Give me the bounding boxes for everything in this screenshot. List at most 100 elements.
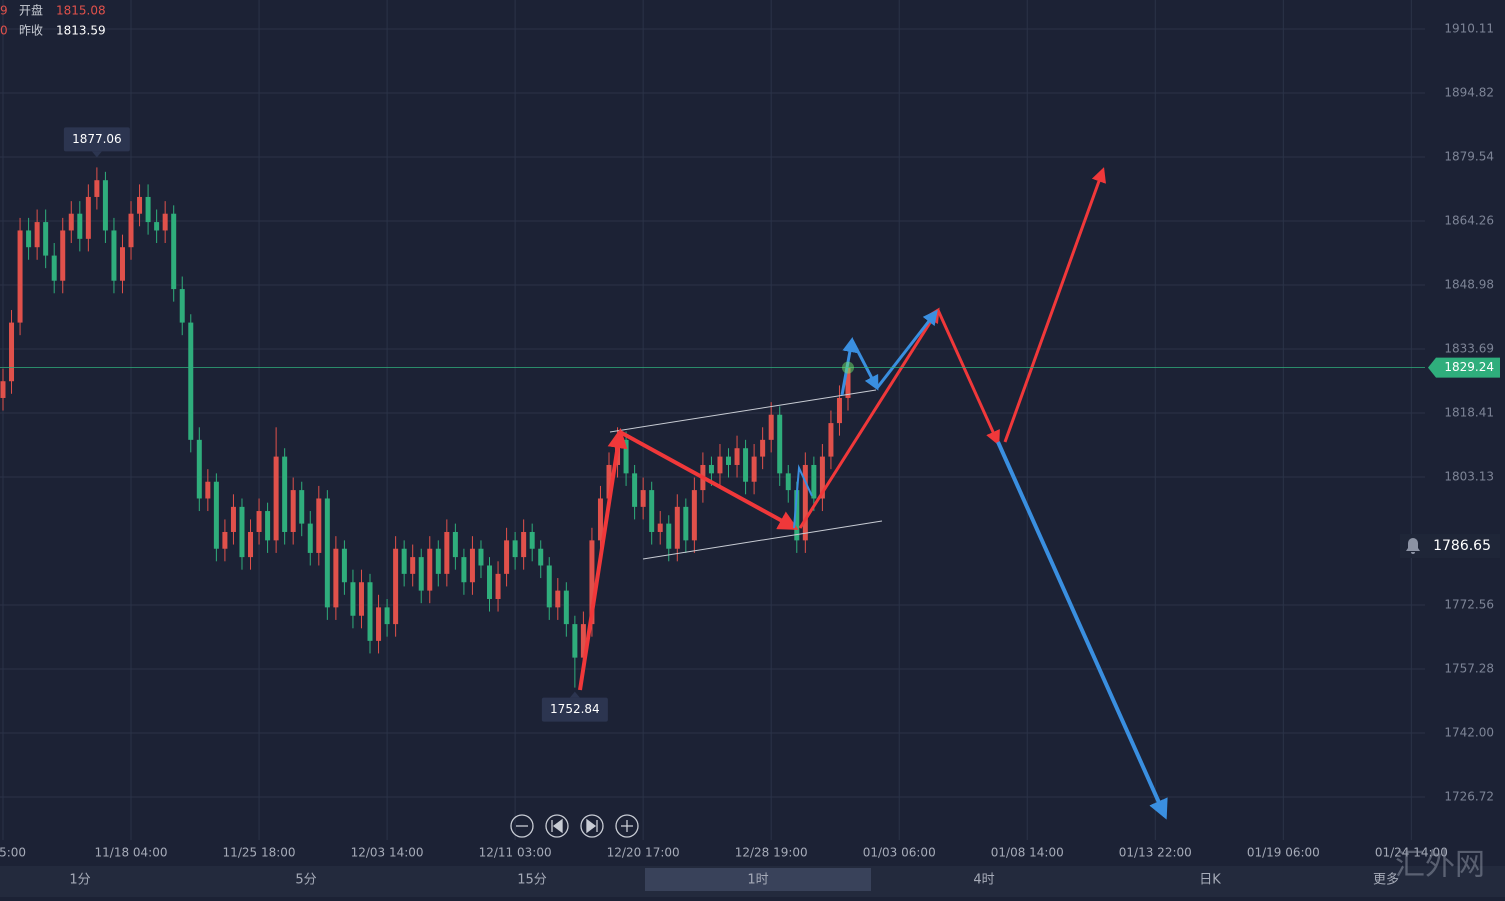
candle-body	[102, 180, 108, 231]
candle-body	[580, 624, 586, 658]
candle-body	[563, 590, 569, 625]
arrow	[619, 430, 799, 530]
candle-body	[410, 557, 416, 574]
x-tick-label: 01/19 06:00	[1247, 846, 1320, 860]
candle-body	[657, 523, 663, 532]
arrow	[1003, 167, 1106, 443]
zoom-in[interactable]	[615, 814, 639, 838]
y-tick-label: 1848.98	[1444, 277, 1494, 291]
candle-body	[811, 464, 817, 499]
y-tick-label: 1818.41	[1444, 406, 1494, 420]
candle-body	[324, 498, 330, 608]
candle-body	[751, 456, 757, 482]
candle-body	[401, 548, 407, 574]
candle-body	[145, 196, 151, 223]
info-name: 开盘	[19, 3, 43, 18]
candle-body	[418, 557, 424, 591]
candle-body	[674, 506, 680, 549]
candle-body	[717, 456, 723, 474]
candle-body	[154, 222, 160, 231]
candle-body	[708, 464, 714, 474]
candle-body	[512, 540, 518, 558]
candle-body	[768, 414, 774, 440]
x-tick-label: 01/13 22:00	[1119, 846, 1192, 860]
last-price-label: 1829.24	[1444, 360, 1494, 374]
timeframe-tab[interactable]: 更多	[1373, 872, 1399, 888]
candle-body	[495, 573, 501, 599]
candle-body	[478, 548, 484, 566]
candle-body	[43, 222, 49, 256]
timeframe-tab[interactable]: 1时	[747, 873, 768, 888]
info-value: 1815.08	[56, 4, 106, 18]
candle-body	[649, 490, 655, 532]
candle-body	[521, 531, 527, 558]
low-label: 1752.84	[550, 702, 600, 716]
candle-body	[299, 490, 305, 524]
x-tick-label: 01/24 14:00	[1375, 846, 1448, 860]
candle-body	[128, 213, 134, 248]
candle-body	[179, 289, 185, 323]
low-callout	[541, 697, 608, 722]
timeframe-tab[interactable]: 4时	[973, 873, 994, 888]
timeframe-tab[interactable]: 15分	[517, 873, 547, 888]
alert-bell[interactable]	[1406, 538, 1420, 555]
candle-body	[111, 230, 117, 281]
candle-body	[640, 490, 646, 507]
candle-body	[230, 506, 236, 532]
y-tick-label: 1879.54	[1444, 150, 1494, 164]
candle-body	[17, 230, 23, 323]
y-tick-label: 1757.28	[1444, 662, 1494, 676]
high-label: 1877.06	[72, 132, 122, 146]
candle-body	[341, 548, 347, 583]
candle-body	[743, 448, 749, 482]
arrow	[936, 309, 1000, 446]
info-prefix: 0	[0, 24, 8, 38]
timeframe-tab[interactable]: 1分	[69, 873, 90, 888]
info-prefix: 9	[0, 4, 8, 18]
candle-body	[94, 180, 100, 197]
x-tick-label: 11/25 18:00	[223, 846, 296, 860]
candle-body	[367, 582, 373, 641]
candle-body	[350, 582, 356, 616]
timeframe-tab[interactable]: 5分	[295, 873, 316, 888]
candle-body	[273, 456, 279, 541]
candle-body	[248, 531, 254, 558]
candle-body	[0, 381, 6, 398]
y-tick-label: 1772.56	[1444, 598, 1494, 612]
candle-body	[137, 196, 143, 214]
candle-body	[427, 548, 433, 591]
scroll-start[interactable]	[545, 814, 569, 838]
candle-body	[452, 531, 458, 558]
candle-body	[597, 498, 603, 541]
candle-body	[632, 473, 638, 507]
x-tick-label: 12/11 03:00	[479, 846, 552, 860]
last-price-dot	[842, 361, 855, 374]
zoom-out[interactable]	[510, 814, 534, 838]
candle-body	[435, 548, 441, 574]
candle-body	[828, 423, 834, 457]
candle-body	[162, 213, 168, 231]
candle-body	[68, 213, 74, 231]
candle-body	[282, 456, 288, 532]
candle-body	[589, 540, 595, 625]
candle-body	[85, 196, 91, 239]
candle-body	[461, 557, 467, 583]
candle-body	[529, 531, 535, 549]
timeframe-tab[interactable]: 日K	[1199, 873, 1221, 888]
scroll-end[interactable]	[580, 814, 604, 838]
candle-body	[213, 481, 219, 549]
x-tick-label: 11/18 04:00	[95, 846, 168, 860]
candle-body	[188, 322, 194, 440]
candle-body	[77, 213, 83, 239]
candle-body	[819, 456, 825, 499]
y-tick-label: 1864.26	[1444, 213, 1494, 227]
candle-body	[666, 523, 672, 549]
candle-body	[487, 565, 493, 599]
candle-body	[171, 213, 177, 290]
candle-body	[119, 247, 125, 281]
candle-body	[444, 531, 450, 574]
y-tick-label: 1726.72	[1444, 789, 1494, 803]
y-tick-label: 1742.00	[1444, 726, 1494, 740]
info-name: 昨收	[19, 24, 43, 38]
